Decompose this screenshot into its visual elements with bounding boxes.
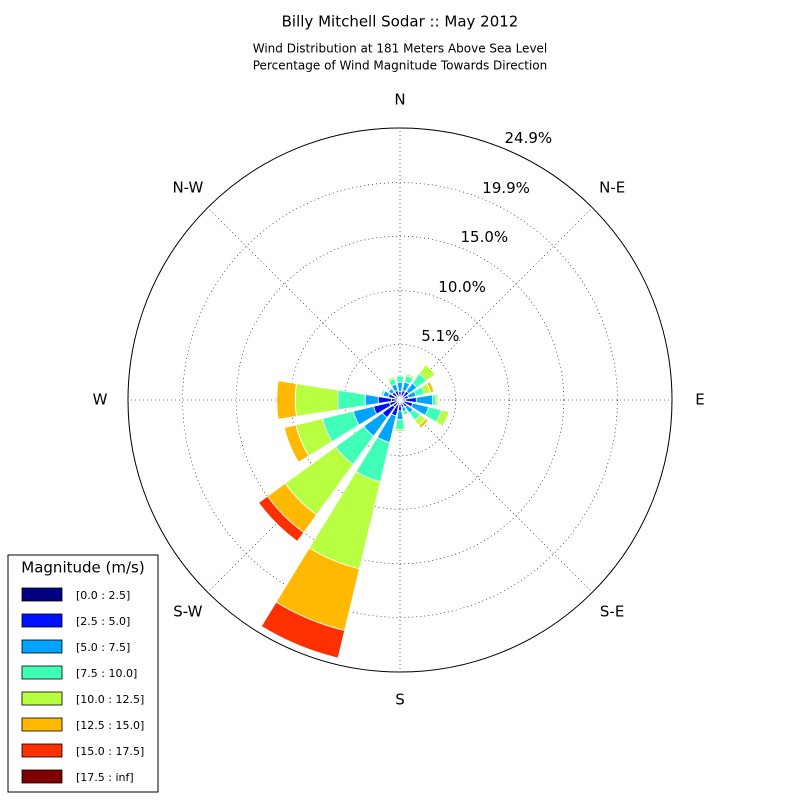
legend-swatch — [21, 743, 63, 758]
legend-label: [0.0 : 2.5] — [76, 589, 130, 602]
direction-label: W — [93, 391, 108, 409]
direction-label: S-E — [600, 603, 624, 621]
wind-segment — [283, 427, 299, 463]
legend-label: [7.5 : 10.0] — [76, 667, 137, 680]
wind-segment — [395, 375, 405, 384]
wind-segment — [420, 420, 429, 429]
wind-segment — [364, 394, 379, 406]
radial-tick-label: 24.9% — [504, 129, 552, 147]
wind-segment — [261, 625, 339, 659]
legend-swatch — [21, 665, 63, 680]
legend: Magnitude (m/s) [0.0 : 2.5] [2.5 : 5.0] [5… — [7, 554, 159, 793]
chart-subtitle: Wind Distribution at 181 Meters Above Se… — [253, 42, 548, 56]
chart-title: Billy Mitchell Sodar :: May 2012 — [282, 13, 519, 31]
wind-segment — [276, 380, 297, 420]
wind-segment — [396, 410, 404, 421]
angular-grid-line — [207, 207, 401, 401]
legend-swatch — [21, 691, 63, 706]
radial-tick-label: 10.0% — [438, 278, 486, 296]
legend-label: [15.0 : 17.5] — [76, 745, 144, 758]
legend-label: [10.0 : 12.5] — [76, 693, 144, 706]
legend-title: Magnitude (m/s) — [21, 559, 144, 577]
wind-segment — [394, 418, 406, 430]
wind-segment — [406, 373, 415, 378]
direction-label: N — [394, 91, 405, 109]
direction-label: N-E — [599, 178, 625, 196]
legend-swatch — [21, 639, 63, 654]
legend-label: [2.5 : 5.0] — [76, 615, 130, 628]
radial-tick-label: 19.9% — [482, 179, 530, 197]
wind-segment — [258, 502, 298, 542]
direction-label: S-W — [173, 603, 202, 621]
radial-grid-line — [290, 290, 510, 510]
radial-grid-line — [235, 235, 565, 565]
radial-tick-label: 15.0% — [461, 228, 509, 246]
angular-grid-line — [399, 207, 593, 401]
direction-label: N-W — [172, 178, 203, 196]
plot-area: N N-E E S-E S S-W W N-W 5.1% 10.0% 15.0% 19.9% 24.9% — [93, 91, 705, 709]
radial-tick-label: 5.1% — [421, 327, 459, 345]
legend-swatch — [21, 587, 63, 602]
legend-label: [5.0 : 7.5] — [76, 641, 130, 654]
legend-swatch — [21, 717, 63, 732]
direction-label: S — [395, 691, 405, 709]
direction-label: E — [695, 391, 704, 409]
radial-grid-line — [182, 182, 618, 618]
legend-label: [17.5 : inf] — [76, 771, 134, 784]
legend-swatch — [21, 769, 63, 784]
angular-grid-line — [399, 399, 593, 593]
polar-frame — [127, 127, 673, 673]
legend-label: [12.5 : 15.0] — [76, 719, 144, 732]
wind-segment — [396, 382, 404, 392]
radial-grid-line — [343, 343, 457, 457]
wind-segment — [387, 387, 392, 392]
legend-swatch — [21, 613, 63, 628]
chart-subtitle: Percentage of Wind Magnitude Towards Dir… — [253, 59, 547, 73]
